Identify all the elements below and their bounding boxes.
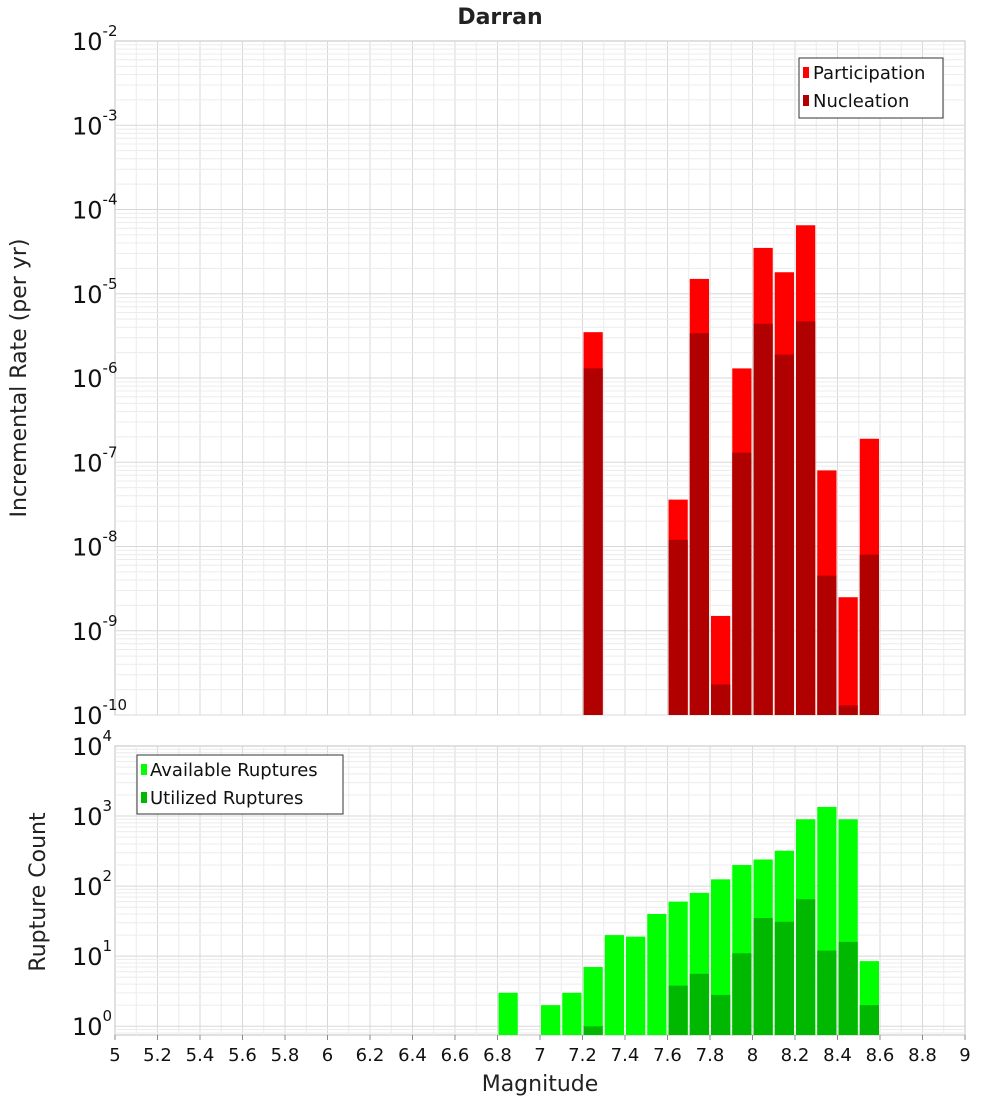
available-legend-label: Available Ruptures	[150, 760, 318, 781]
rate-legend-box	[798, 57, 944, 119]
count-legend-box	[136, 754, 344, 815]
utilized-legend-swatch	[141, 792, 147, 803]
x-axis-label: Magnitude	[482, 1072, 599, 1097]
count-y-tick-label: 100	[72, 1007, 112, 1041]
x-tick-label: 7	[534, 1045, 545, 1066]
nucleation-bar	[774, 354, 794, 715]
available-ruptures-bar	[562, 992, 582, 1035]
x-tick-label: 7.2	[568, 1045, 597, 1066]
rate-y-tick-label: 10-10	[72, 696, 127, 730]
x-tick-label: 7.4	[611, 1045, 640, 1066]
count-chart-panel: 100 101 102 103 104 5 5.2 5.4 5.6 5.8 6 6.2 6.4 6.6 6…	[26, 727, 971, 1097]
utilized-legend-label: Utilized Ruptures	[150, 788, 303, 809]
nucleation-bar	[753, 323, 773, 715]
rate-y-axis-label: Incremental Rate (per yr)	[7, 239, 32, 518]
x-tick-label: 6.6	[441, 1045, 470, 1066]
utilized-ruptures-bar	[859, 1005, 879, 1035]
rate-legend: Participation Nucleation	[798, 57, 944, 119]
nucleation-legend-label: Nucleation	[813, 91, 909, 112]
count-y-tick-label: 104	[72, 727, 112, 761]
x-tick-label: 6.8	[483, 1045, 512, 1066]
utilized-ruptures-bar	[732, 953, 752, 1035]
available-legend-swatch	[141, 764, 147, 775]
nucleation-bar	[668, 539, 688, 715]
x-tick-label: 5.8	[271, 1045, 300, 1066]
available-ruptures-bar	[583, 967, 603, 1035]
count-y-tick-label: 102	[72, 867, 112, 901]
count-y-tick-label: 101	[72, 937, 112, 971]
rate-y-ticks: 10-10 10-9 10-8 10-7 10-6 10-5 10-4 10-3 10-2	[72, 22, 127, 730]
nucleation-bar	[817, 575, 837, 715]
rate-y-tick-label: 10-2	[72, 22, 118, 56]
x-tick-label: 6.4	[398, 1045, 427, 1066]
utilized-ruptures-bar	[774, 921, 794, 1035]
available-ruptures-bar	[626, 936, 646, 1035]
participation-bar	[838, 597, 858, 715]
nucleation-bar	[859, 554, 879, 715]
nucleation-bar	[838, 705, 858, 715]
nucleation-bar	[689, 333, 709, 715]
nucleation-bar	[796, 321, 816, 715]
available-ruptures-bar	[647, 914, 667, 1035]
x-tick-label: 8.4	[823, 1045, 852, 1066]
x-tick-label: 8.8	[908, 1045, 937, 1066]
x-tick-label: 8.6	[866, 1045, 895, 1066]
available-ruptures-bar	[498, 992, 518, 1035]
participation-legend-label: Participation	[813, 63, 925, 84]
available-ruptures-bar	[541, 1005, 561, 1035]
utilized-ruptures-bar	[817, 950, 837, 1035]
x-tick-label: 8.2	[781, 1045, 810, 1066]
nucleation-legend-swatch	[803, 95, 809, 106]
rate-y-tick-label: 10-8	[72, 528, 118, 562]
x-tick-label: 6.2	[356, 1045, 385, 1066]
chart-title: Darran	[457, 5, 542, 30]
x-tick-label: 5.6	[228, 1045, 257, 1066]
utilized-ruptures-bar	[689, 973, 709, 1035]
rate-bars	[583, 225, 879, 715]
nucleation-bar	[711, 684, 731, 715]
participation-legend-swatch	[803, 67, 809, 78]
nucleation-bar	[583, 368, 603, 715]
rate-chart-panel: Darran 10-10 10-9 10-8 10-7 10-6 10-5 10-4 10-3…	[7, 5, 966, 730]
utilized-ruptures-bar	[668, 985, 688, 1035]
rate-y-tick-label: 10-5	[72, 275, 118, 309]
utilized-ruptures-bar	[711, 994, 731, 1035]
x-tick-label: 7.8	[696, 1045, 725, 1066]
x-tick-label: 6	[322, 1045, 333, 1066]
rate-grid	[115, 41, 965, 716]
rate-y-tick-label: 10-3	[72, 106, 118, 140]
rate-y-tick-label: 10-6	[72, 359, 118, 393]
nucleation-bar	[732, 452, 752, 715]
count-bars	[498, 806, 879, 1035]
x-tick-label: 5.4	[186, 1045, 215, 1066]
utilized-ruptures-bar	[796, 899, 816, 1035]
x-tick-label: 9	[959, 1045, 970, 1066]
count-y-ticks: 100 101 102 103 104	[72, 727, 112, 1041]
count-y-axis-label: Rupture Count	[26, 812, 51, 972]
rate-y-tick-label: 10-4	[72, 191, 118, 225]
count-y-tick-label: 103	[72, 797, 112, 831]
x-tick-label: 5.2	[143, 1045, 172, 1066]
available-ruptures-bar	[604, 935, 624, 1035]
x-tick-label: 7.6	[653, 1045, 682, 1066]
utilized-ruptures-bar	[838, 941, 858, 1035]
x-tick-label: 5	[109, 1045, 120, 1066]
rate-y-tick-label: 10-9	[72, 612, 118, 646]
count-legend: Available Ruptures Utilized Ruptures	[136, 754, 344, 815]
x-tick-label: 8	[747, 1045, 758, 1066]
magnitude-x-ticks: 5 5.2 5.4 5.6 5.8 6 6.2 6.4 6.6 6.8 7 7.2 7.4 7.6 7.8 8…	[109, 1035, 971, 1066]
utilized-ruptures-bar	[583, 1026, 603, 1035]
rate-y-tick-label: 10-7	[72, 443, 118, 477]
utilized-ruptures-bar	[753, 918, 773, 1035]
